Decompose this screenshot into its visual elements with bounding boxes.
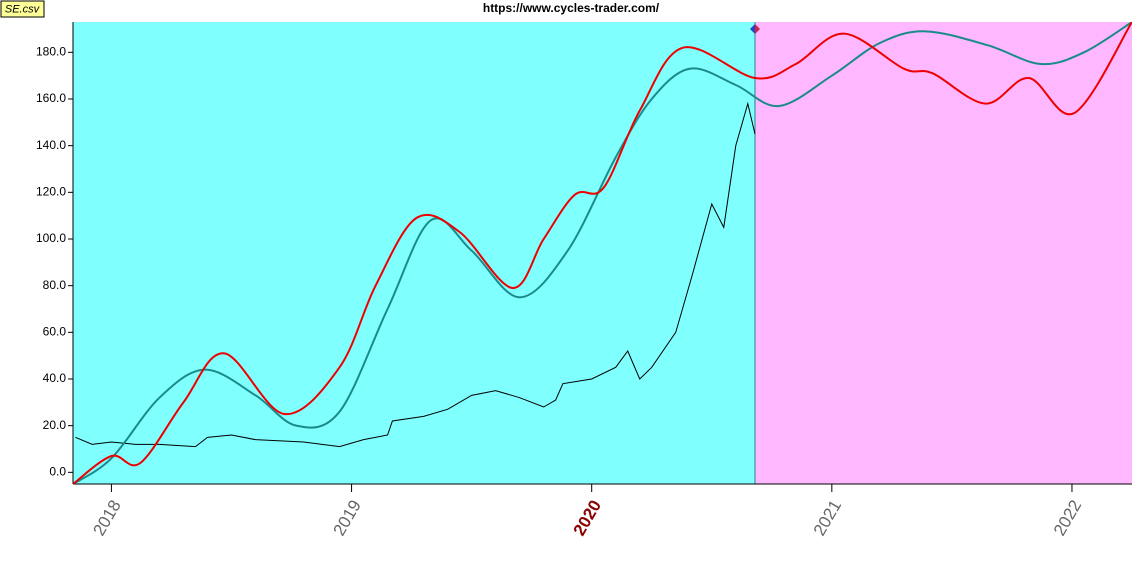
y-tick-label: 0.0	[49, 465, 66, 479]
y-tick-label: 180.0	[36, 45, 66, 59]
series-line	[73, 22, 1132, 484]
series-line	[75, 101, 756, 448]
x-tick-label: 2021	[810, 497, 845, 539]
x-tick-label: 2022	[1050, 497, 1085, 539]
y-tick-label: 100.0	[36, 231, 66, 245]
y-tick-label: 80.0	[43, 278, 67, 292]
series-line	[73, 22, 1132, 484]
y-tick-label: 120.0	[36, 185, 66, 199]
divider-marker-right	[754, 24, 760, 34]
y-tick-label: 160.0	[36, 91, 66, 105]
y-tick-label: 140.0	[36, 138, 66, 152]
x-tick-label: 2018	[89, 497, 124, 539]
file-label: SE.csv	[5, 3, 41, 15]
y-tick-label: 60.0	[43, 325, 67, 339]
y-tick-label: 20.0	[43, 418, 67, 432]
past-region	[73, 22, 755, 484]
x-tick-label: 2020	[570, 497, 605, 539]
y-tick-label: 40.0	[43, 371, 67, 385]
file-label-box	[0, 0, 45, 18]
divider-marker-left	[749, 24, 755, 34]
chart-title: https://www.cycles-trader.com/	[483, 1, 660, 15]
future-region	[754, 22, 1132, 484]
x-tick-label: 2019	[330, 497, 365, 539]
